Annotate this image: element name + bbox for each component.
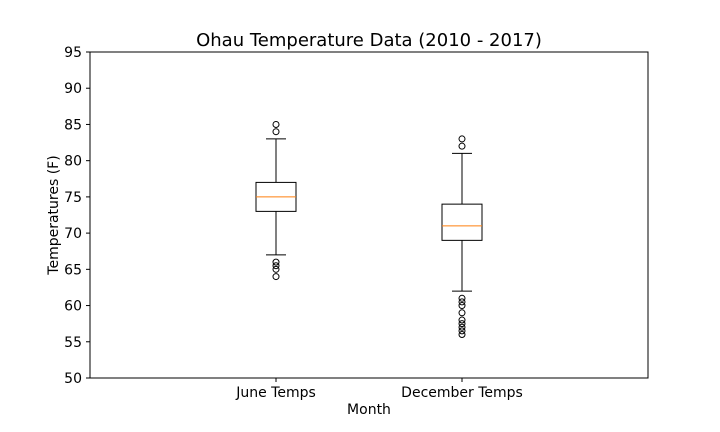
iqr-box [441, 203, 483, 241]
x-axis-label: Month [347, 402, 391, 418]
y-tick-label: 70 [64, 226, 82, 242]
chart-title: Ohau Temperature Data (2010 - 2017) [196, 30, 542, 51]
boxes-group [255, 120, 483, 339]
y-tick-label: 90 [64, 81, 82, 97]
box-december [441, 135, 483, 339]
outlier-point [272, 128, 280, 136]
outlier-point [272, 273, 280, 281]
outlier-point [458, 316, 466, 324]
y-tick-label: 65 [64, 262, 82, 278]
x-tick-label: June Temps [235, 385, 316, 401]
outlier-point [458, 323, 466, 331]
outlier-point [458, 142, 466, 150]
x-tick-label: December Temps [401, 385, 523, 401]
outlier-point [272, 265, 280, 273]
outlier-point [272, 258, 280, 266]
plot-area [89, 51, 649, 379]
y-tick-label: 95 [64, 45, 82, 61]
y-tick-label: 50 [64, 371, 82, 387]
outlier-point [272, 262, 280, 270]
outlier-point [458, 320, 466, 328]
outlier-point [458, 294, 466, 302]
y-tick-label: 55 [64, 335, 82, 351]
outlier-point [272, 120, 280, 128]
y-tick-label: 85 [64, 117, 82, 133]
outlier-point [458, 135, 466, 143]
outlier-point [458, 327, 466, 335]
y-tick-label: 80 [64, 154, 82, 170]
outlier-point [458, 331, 466, 339]
y-axis: 50 55 60 65 70 75 80 85 90 95 [64, 45, 90, 387]
y-axis-label: Temperatures (F) [46, 155, 62, 275]
outlier-point [458, 298, 466, 306]
y-tick-label: 75 [64, 190, 82, 206]
y-tick-label: 60 [64, 299, 82, 315]
box-june [255, 120, 297, 281]
outlier-point [458, 302, 466, 310]
x-axis: June Temps December Temps [235, 378, 523, 401]
outlier-point [458, 309, 466, 317]
